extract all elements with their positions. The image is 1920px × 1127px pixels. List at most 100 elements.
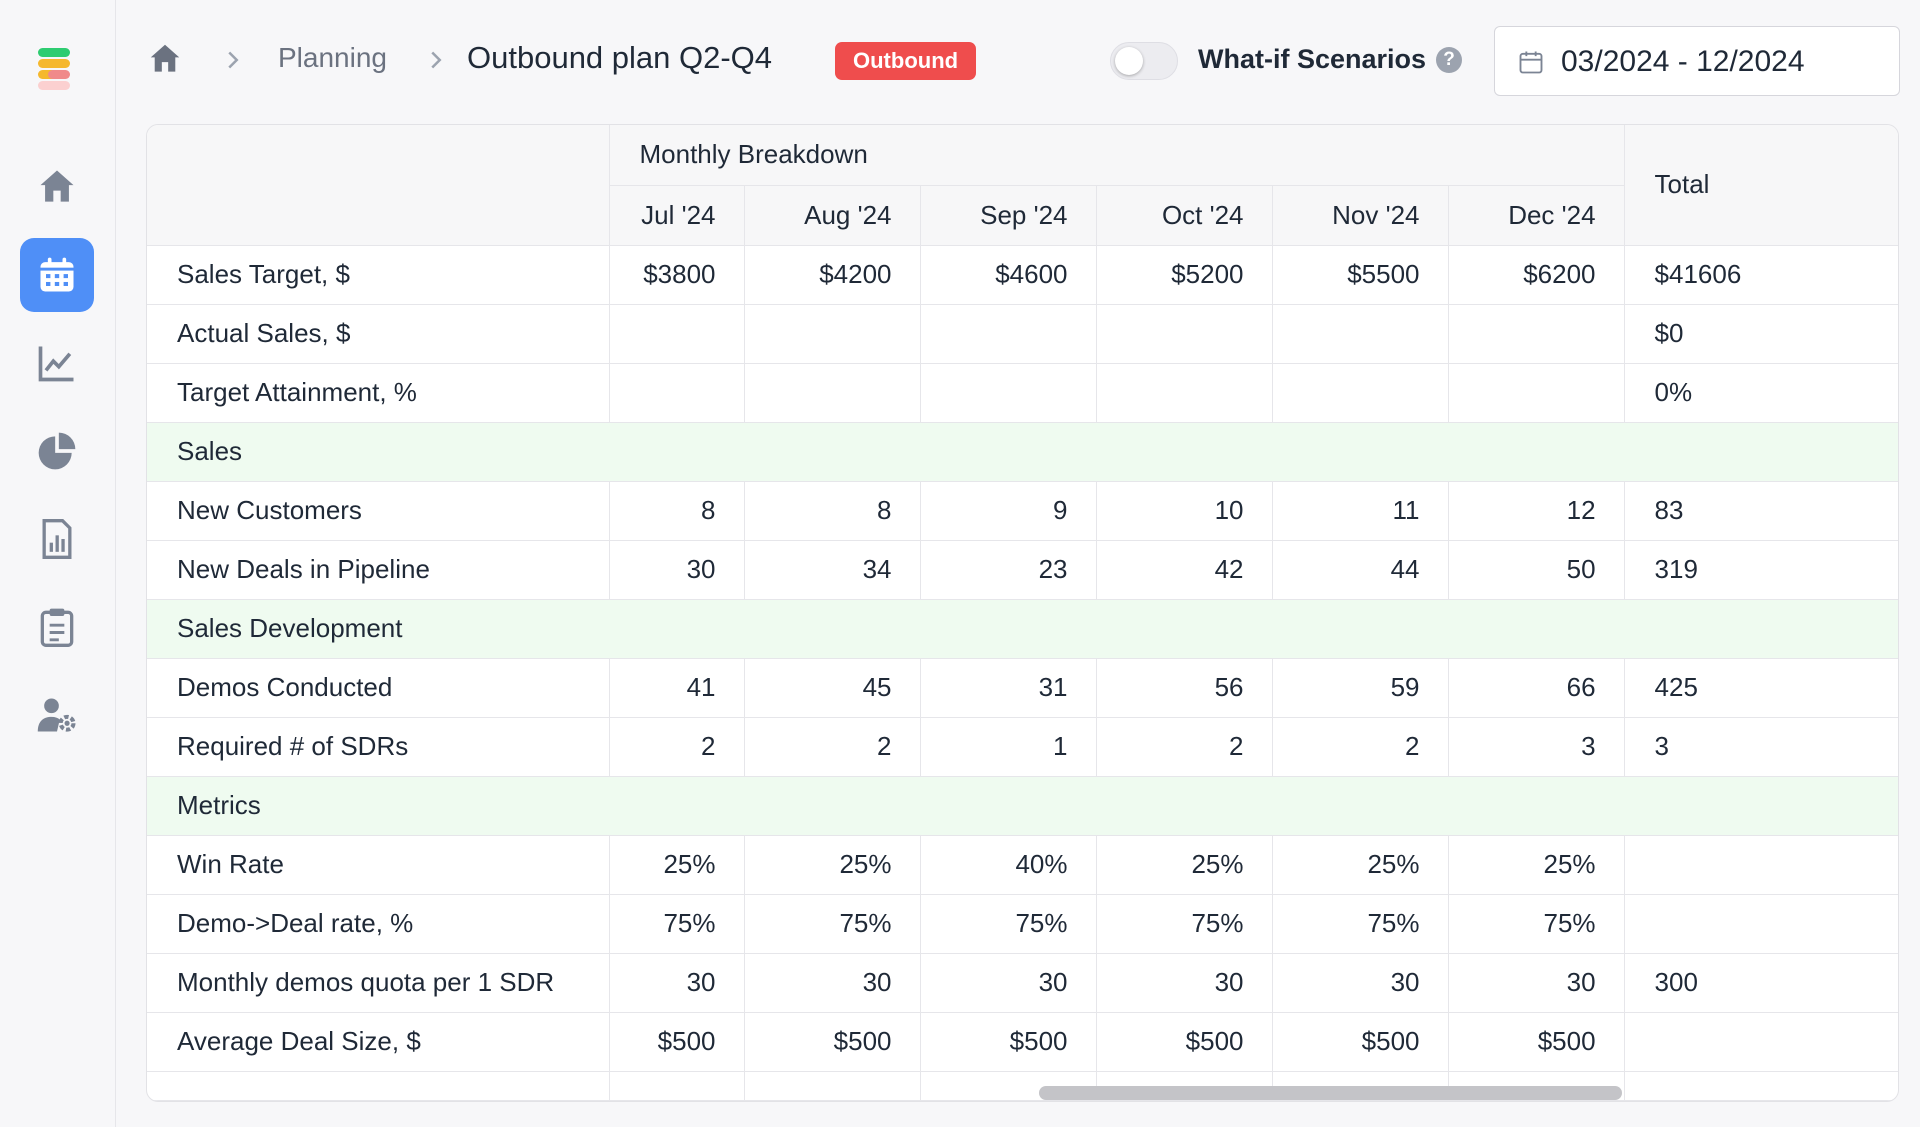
value-cell[interactable]: [744, 304, 921, 364]
nav-analytics[interactable]: [20, 326, 94, 400]
date-range-value: 03/2024 - 12/2024: [1561, 45, 1805, 78]
table-body: Sales Target, $ $3800 $4200 $4600 $5200 $5500…: [147, 245, 1898, 1101]
value-cell[interactable]: 30: [744, 953, 921, 1013]
value-cell[interactable]: 59: [1272, 658, 1449, 718]
value-cell[interactable]: 75%: [1448, 894, 1625, 954]
section-row: Sales Development: [147, 599, 1898, 659]
value-cell[interactable]: 3: [1448, 717, 1625, 777]
value-cell[interactable]: $6200: [1448, 245, 1625, 305]
value-cell[interactable]: [744, 363, 921, 423]
value-cell[interactable]: 30: [920, 953, 1097, 1013]
value-cell[interactable]: [1096, 304, 1273, 364]
date-range-picker[interactable]: 03/2024 - 12/2024: [1494, 26, 1900, 96]
value-cell[interactable]: $500: [1096, 1012, 1273, 1072]
section-label: Metrics: [147, 776, 1898, 836]
value-cell[interactable]: 75%: [920, 894, 1097, 954]
value-cell[interactable]: 42: [1096, 540, 1273, 600]
user-settings-icon: [37, 698, 76, 732]
value-cell[interactable]: 2: [609, 717, 745, 777]
total-cell: [1624, 835, 1898, 895]
filler-row: [147, 1071, 1898, 1101]
value-cell[interactable]: 75%: [1096, 894, 1273, 954]
value-cell[interactable]: [1448, 304, 1625, 364]
nav-pie-chart[interactable]: [20, 414, 94, 488]
empty-cell: [744, 1071, 921, 1101]
value-cell[interactable]: 25%: [1448, 835, 1625, 895]
value-cell[interactable]: 11: [1272, 481, 1449, 541]
value-cell[interactable]: $4200: [744, 245, 921, 305]
nav-clipboard[interactable]: [20, 590, 94, 664]
value-cell[interactable]: 10: [1096, 481, 1273, 541]
value-cell[interactable]: 2: [1096, 717, 1273, 777]
value-cell[interactable]: 30: [609, 540, 745, 600]
value-cell[interactable]: 30: [1272, 953, 1449, 1013]
value-cell[interactable]: 12: [1448, 481, 1625, 541]
value-cell[interactable]: 25%: [1272, 835, 1449, 895]
value-cell[interactable]: [1096, 363, 1273, 423]
value-cell[interactable]: 44: [1272, 540, 1449, 600]
value-cell[interactable]: 41: [609, 658, 745, 718]
value-cell[interactable]: $500: [744, 1012, 921, 1072]
table-row: New Customers 8 8 9 10 11 12 83: [147, 481, 1898, 541]
value-cell[interactable]: 8: [609, 481, 745, 541]
value-cell[interactable]: [609, 304, 745, 364]
row-label: Required # of SDRs: [147, 717, 610, 777]
value-cell[interactable]: 8: [744, 481, 921, 541]
value-cell[interactable]: 40%: [920, 835, 1097, 895]
value-cell[interactable]: [920, 363, 1097, 423]
value-cell[interactable]: 75%: [1272, 894, 1449, 954]
value-cell[interactable]: [609, 363, 745, 423]
value-cell[interactable]: $3800: [609, 245, 745, 305]
value-cell[interactable]: 2: [744, 717, 921, 777]
toggle-knob: [1115, 47, 1143, 75]
value-cell[interactable]: $500: [1272, 1012, 1449, 1072]
nav-reports[interactable]: [20, 502, 94, 576]
value-cell[interactable]: $4600: [920, 245, 1097, 305]
total-cell: [1624, 894, 1898, 954]
horizontal-scrollbar[interactable]: [1039, 1086, 1622, 1100]
home-icon[interactable]: [146, 40, 184, 78]
total-cell: $41606: [1624, 245, 1898, 305]
app-logo[interactable]: [38, 48, 72, 90]
value-cell[interactable]: [1448, 363, 1625, 423]
total-cell: 3: [1624, 717, 1898, 777]
value-cell[interactable]: 75%: [744, 894, 921, 954]
value-cell[interactable]: 2: [1272, 717, 1449, 777]
value-cell[interactable]: 34: [744, 540, 921, 600]
value-cell[interactable]: 31: [920, 658, 1097, 718]
value-cell[interactable]: 9: [920, 481, 1097, 541]
value-cell[interactable]: $500: [1448, 1012, 1625, 1072]
value-cell[interactable]: [920, 304, 1097, 364]
breadcrumb-planning[interactable]: Planning: [278, 42, 387, 73]
value-cell[interactable]: 1: [920, 717, 1097, 777]
value-cell[interactable]: $500: [920, 1012, 1097, 1072]
total-cell: 83: [1624, 481, 1898, 541]
value-cell[interactable]: $5200: [1096, 245, 1273, 305]
table-row: Target Attainment, % 0%: [147, 363, 1898, 423]
nav-home[interactable]: [20, 150, 94, 224]
value-cell[interactable]: 30: [1448, 953, 1625, 1013]
value-cell[interactable]: $5500: [1272, 245, 1449, 305]
value-cell[interactable]: 30: [1096, 953, 1273, 1013]
value-cell[interactable]: 66: [1448, 658, 1625, 718]
value-cell[interactable]: [1272, 304, 1449, 364]
value-cell[interactable]: 75%: [609, 894, 745, 954]
value-cell[interactable]: 25%: [609, 835, 745, 895]
value-cell[interactable]: [1272, 363, 1449, 423]
pie-chart-icon: [38, 432, 76, 470]
value-cell[interactable]: 23: [920, 540, 1097, 600]
what-if-toggle[interactable]: [1110, 42, 1178, 80]
nav-calendar[interactable]: [20, 238, 94, 312]
value-cell[interactable]: 45: [744, 658, 921, 718]
value-cell[interactable]: 25%: [744, 835, 921, 895]
value-cell[interactable]: 56: [1096, 658, 1273, 718]
value-cell[interactable]: $500: [609, 1012, 745, 1072]
value-cell[interactable]: 25%: [1096, 835, 1273, 895]
value-cell[interactable]: 30: [609, 953, 745, 1013]
help-icon[interactable]: ?: [1436, 47, 1462, 73]
value-cell[interactable]: 50: [1448, 540, 1625, 600]
what-if-label: What-if Scenarios: [1198, 44, 1427, 74]
month-header: Aug '24: [744, 185, 921, 246]
nav-user-settings[interactable]: [20, 678, 94, 752]
total-cell: 319: [1624, 540, 1898, 600]
